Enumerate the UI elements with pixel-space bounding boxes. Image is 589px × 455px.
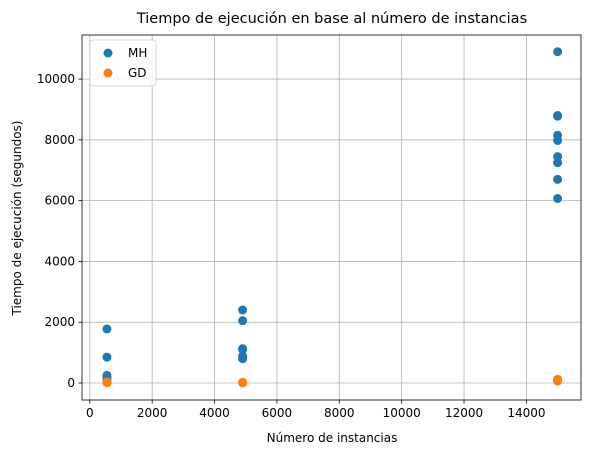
axis-ticks: 0 2000 4000 6000 8000 10000 12000 14000 0 2000 400… (37, 72, 546, 420)
data-point-mh (238, 345, 248, 355)
y-tick-label: 6000 (44, 194, 75, 208)
x-tick-label: 4000 (199, 406, 230, 420)
x-axis-title: Número de instancias (267, 431, 398, 445)
legend: MH GD (89, 39, 157, 87)
data-point-mh (553, 194, 563, 204)
data-point-mh (553, 158, 563, 168)
legend-label-mh: MH (128, 46, 147, 60)
x-tick-label: 14000 (507, 406, 545, 420)
data-point-mh (553, 111, 563, 121)
data-point-mh (102, 324, 112, 334)
x-tick-label: 12000 (445, 406, 483, 420)
x-tick-label: 6000 (262, 406, 293, 420)
data-points (102, 47, 563, 388)
x-tick-label: 0 (86, 406, 94, 420)
data-point-mh (553, 47, 563, 57)
data-point-gd (102, 377, 112, 387)
plot-area-frame (81, 34, 582, 401)
y-tick-label: 2000 (44, 315, 75, 329)
data-point-mh (553, 174, 563, 184)
legend-marker-mh (103, 48, 113, 58)
data-point-gd (553, 374, 563, 384)
y-tick-label: 0 (67, 376, 75, 390)
x-tick-label: 10000 (383, 406, 421, 420)
y-tick-label: 4000 (44, 254, 75, 268)
y-axis-title: Tiempo de ejecución (segundos) (10, 121, 24, 317)
chart-title: Tiempo de ejecución en base al número de… (136, 11, 527, 27)
legend-label-gd: GD (128, 66, 147, 80)
data-point-mh (238, 316, 248, 326)
x-tick-label: 2000 (137, 406, 168, 420)
data-point-mh (102, 352, 112, 362)
y-tick-label: 8000 (44, 133, 75, 147)
data-point-mh (553, 135, 563, 145)
data-point-mh (238, 354, 248, 364)
legend-marker-gd (103, 68, 113, 78)
x-tick-label: 8000 (324, 406, 355, 420)
data-point-mh (238, 305, 248, 315)
grid-lines (82, 35, 581, 400)
data-point-gd (238, 377, 248, 387)
y-tick-label: 10000 (37, 72, 75, 86)
